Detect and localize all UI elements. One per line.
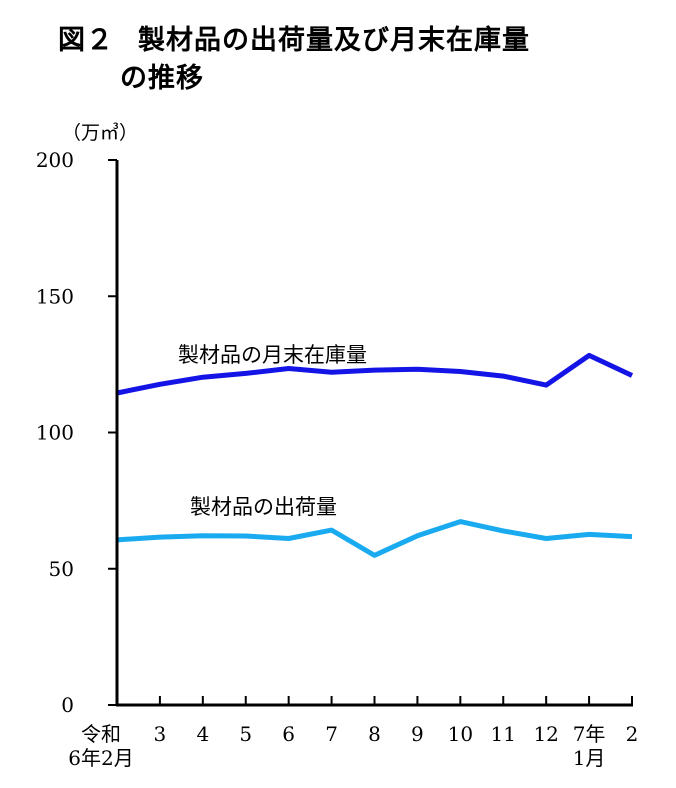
x-tick-label: 令和 [81, 722, 121, 746]
x-tick-label: 11 [491, 722, 516, 746]
chart-title: 図２ 製材品の出荷量及び月末在庫量 の推移 [58, 22, 530, 98]
x-tick-label: 4 [196, 722, 209, 746]
y-axis-ticks: 0 50 100 150 200 [36, 148, 117, 717]
x-tick-label: 7 [325, 722, 338, 746]
title-figure-number: 図２ [58, 25, 114, 56]
x-tick-label: 1月 [573, 746, 606, 770]
y-axis-unit-label: （万㎥） [62, 122, 138, 144]
series-label-inventory: 製材品の月末在庫量 [178, 343, 367, 367]
x-tick-label: 9 [411, 722, 424, 746]
y-tick-label: 0 [61, 693, 74, 717]
series-line-inventory [116, 352, 634, 396]
y-tick-label: 150 [36, 284, 74, 308]
x-tick-label: 6 [282, 722, 295, 746]
x-tick-label: 5 [239, 722, 252, 746]
x-tick-label: 2 [626, 722, 639, 746]
series-line-shipments [116, 519, 633, 558]
x-tick-label: 7年 [573, 722, 606, 746]
title-line1: 製材品の出荷量及び月末在庫量 [138, 25, 530, 56]
x-tick-label: 3 [154, 722, 167, 746]
y-tick-label: 100 [36, 421, 74, 445]
y-tick-label: 200 [36, 148, 74, 172]
y-tick-label: 50 [49, 557, 74, 581]
x-tick-label: 12 [533, 722, 558, 746]
x-tick-label: 6年2月 [68, 746, 133, 770]
x-tick-label: 10 [448, 722, 473, 746]
title-line2: の推移 [120, 63, 204, 94]
x-tick-label: 8 [368, 722, 381, 746]
series-label-shipments: 製材品の出荷量 [190, 495, 337, 519]
series-lines [116, 352, 634, 558]
